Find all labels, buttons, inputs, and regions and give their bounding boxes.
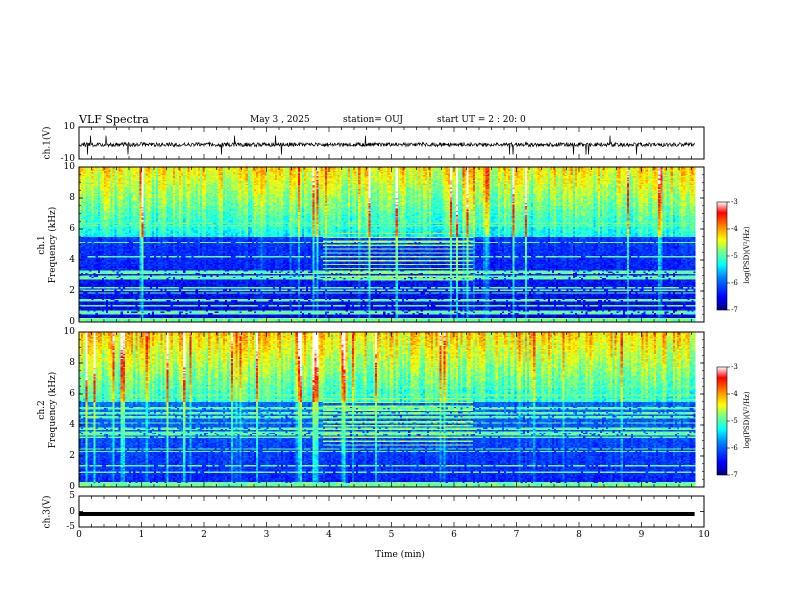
x-tick-label: 2 [201, 530, 207, 540]
x-axis-label: Time (min) [375, 550, 425, 560]
ch3-waveform-line [79, 511, 695, 516]
colorbar [716, 201, 728, 311]
x-tick-label: 0 [76, 530, 82, 540]
y-tick-label: 4 [69, 255, 75, 265]
x-tick-label: 1 [138, 530, 145, 540]
spectrogram-image [79, 332, 704, 487]
colorbar-tick-label: -4 [731, 225, 738, 233]
ch1-waveform-line [78, 135, 695, 155]
x-tick-label: 7 [513, 530, 520, 540]
y-tick-label: 10 [63, 122, 75, 132]
y-tick-label: 2 [69, 451, 75, 461]
chart-title: VLF Spectra [79, 113, 149, 126]
y-axis-label: ch.2 [36, 399, 47, 420]
colorbar-tick-label: -3 [731, 363, 738, 371]
station-label: station= OUJ [343, 115, 404, 125]
y-tick-label: 0 [69, 317, 75, 327]
x-tick-label: 9 [638, 530, 645, 540]
date-label: May 3 , 2025 [250, 115, 310, 125]
y-tick-label: 8 [69, 193, 75, 203]
y-tick-label: 6 [69, 224, 75, 234]
y-tick-label: 10 [63, 327, 75, 337]
y-tick-label: 2 [69, 286, 75, 296]
colorbar-tick-label: -7 [731, 471, 738, 479]
colorbar-tick-label: -3 [731, 198, 738, 206]
colorbar-label: log(PSD)(V²/Hz) [743, 391, 751, 449]
colorbar-label: log(PSD)(V²/Hz) [743, 226, 751, 284]
y-tick-label: 0 [69, 482, 75, 492]
colorbar-tick-label: -6 [731, 444, 738, 452]
y-axis-label: ch.3(V) [42, 495, 53, 528]
y-tick-label: -5 [66, 522, 75, 532]
x-tick-label: 10 [698, 530, 710, 540]
colorbar-tick-label: -5 [731, 252, 738, 260]
colorbar-tick-label: -6 [731, 279, 738, 287]
y-axis-label: ch.1(V) [42, 126, 53, 160]
y-tick-label: -10 [60, 154, 76, 164]
x-tick-label: 8 [576, 530, 582, 540]
colorbar-tick-label: -4 [731, 390, 738, 398]
x-tick-label: 3 [263, 530, 270, 540]
y-axis-label: Frequency (kHz) [48, 206, 58, 283]
x-tick-label: 6 [451, 530, 457, 540]
colorbar-tick-label: -7 [731, 306, 738, 314]
y-tick-label: 0 [69, 506, 75, 517]
y-tick-label: 5 [69, 491, 75, 501]
y-tick-label: 6 [69, 389, 75, 399]
colorbar-tick-label: -5 [731, 417, 738, 425]
colorbar [716, 366, 728, 476]
y-axis-label: Frequency (kHz) [48, 371, 58, 448]
start-time-label: start UT = 2 : 20: 0 [437, 115, 526, 125]
y-tick-label: 8 [69, 358, 75, 368]
y-tick-label: 10 [63, 162, 75, 172]
y-axis-label: ch.1 [36, 234, 47, 255]
x-tick-label: 4 [326, 530, 332, 540]
x-tick-label: 5 [388, 530, 395, 540]
spectrogram-image [79, 167, 704, 322]
y-tick-label: 4 [69, 420, 75, 430]
